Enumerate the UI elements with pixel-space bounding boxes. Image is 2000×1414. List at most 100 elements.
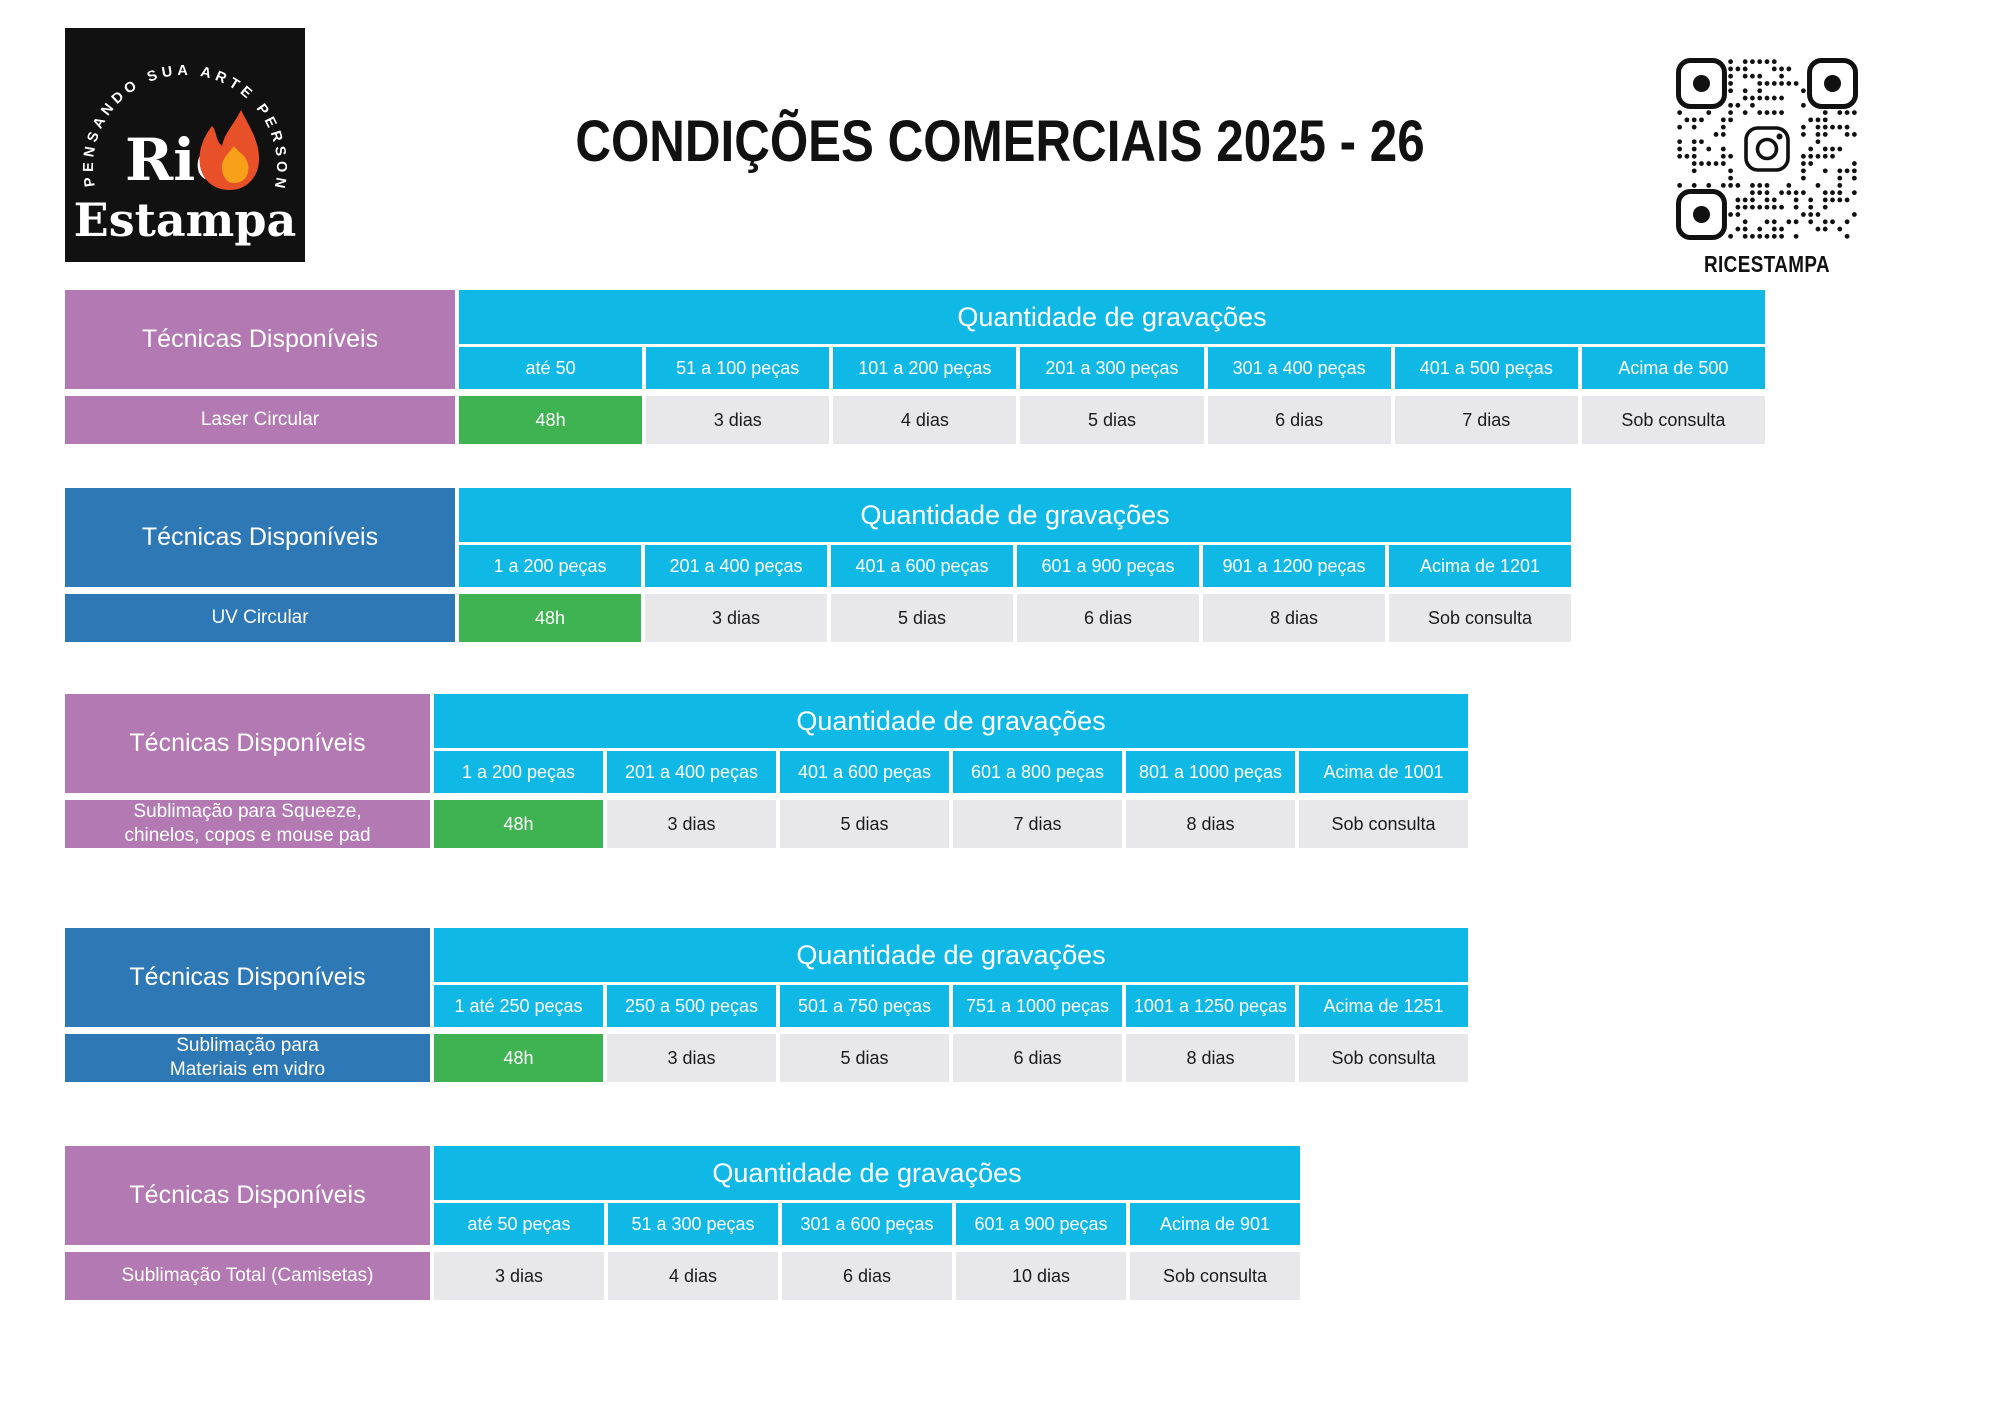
quantity-column-header: 201 a 300 peças <box>1020 347 1204 389</box>
technique-label: Sublimação Total (Camisetas) <box>121 1265 374 1287</box>
lead-time-cell: Sob consulta <box>1581 396 1765 444</box>
lead-time-cell: 48h <box>434 1034 603 1082</box>
table-left-header: Técnicas Disponíveis <box>65 1146 430 1245</box>
lead-time-cell: 10 dias <box>956 1252 1126 1300</box>
quantity-group-header: Quantidade de gravações <box>434 1146 1300 1200</box>
lead-time-cell: 48h <box>459 594 641 642</box>
quantity-column-header: Acima de 901 <box>1130 1203 1300 1245</box>
quantity-column-header: 201 a 400 peças <box>645 545 827 587</box>
quantity-column-header: até 50 peças <box>434 1203 604 1245</box>
pricing-table: Técnicas Disponíveis Quantidade de grava… <box>65 928 1468 1082</box>
quantity-column-header: 51 a 100 peças <box>646 347 830 389</box>
lead-time-cell: Sob consulta <box>1299 1034 1468 1082</box>
pricing-table: Técnicas Disponíveis Quantidade de grava… <box>65 290 1765 444</box>
technique-cell: Sublimação para Squeeze, chinelos, copos … <box>65 800 430 848</box>
quantity-column-header: 51 a 300 peças <box>608 1203 778 1245</box>
lead-time-cell: 6 dias <box>1207 396 1391 444</box>
technique-label: UV Circular <box>211 607 309 629</box>
lead-time-cell: 8 dias <box>1203 594 1385 642</box>
pricing-table: Técnicas Disponíveis Quantidade de grava… <box>65 488 1571 642</box>
quantity-column-header: Acima de 500 <box>1581 347 1765 389</box>
technique-cell: Sublimação Total (Camisetas) <box>65 1252 430 1300</box>
quantity-column-header: 1 a 200 peças <box>459 545 641 587</box>
table-left-header: Técnicas Disponíveis <box>65 488 455 587</box>
lead-time-cell: Sob consulta <box>1389 594 1571 642</box>
tables-area: Técnicas Disponíveis Quantidade de grava… <box>65 290 2000 1300</box>
table-left-header: Técnicas Disponíveis <box>65 928 430 1027</box>
lead-time-cell: 3 dias <box>646 396 830 444</box>
lead-time-cell: 5 dias <box>1020 396 1204 444</box>
quantity-column-header: Acima de 1251 <box>1299 985 1468 1027</box>
quantity-group-header: Quantidade de gravações <box>434 694 1468 748</box>
lead-time-cell: 48h <box>459 396 643 444</box>
quantity-column-header: 601 a 900 peças <box>956 1203 1126 1245</box>
quantity-column-header: 1 a 200 peças <box>434 751 603 793</box>
lead-time-cell: Sob consulta <box>1130 1252 1300 1300</box>
brand-logo: PENSANDO SUA ARTE PERSONALIZADA Ric Esta… <box>58 16 305 262</box>
lead-time-cell: 48h <box>434 800 603 848</box>
quantity-group-header: Quantidade de gravações <box>459 488 1571 542</box>
lead-time-cell: 5 dias <box>831 594 1013 642</box>
quantity-column-header: 101 a 200 peças <box>833 347 1017 389</box>
page-header: PENSANDO SUA ARTE PERSONALIZADA Ric Esta… <box>0 0 2000 290</box>
group-header-label: Quantidade de gravações <box>860 499 1170 530</box>
lead-time-cell: 3 dias <box>434 1252 604 1300</box>
quantity-column-header: 301 a 600 peças <box>782 1203 952 1245</box>
qr-block: RICESTAMPA <box>1672 58 1862 278</box>
group-header-label: Quantidade de gravações <box>796 939 1106 970</box>
technique-cell: Sublimação para Materiais em vidro <box>65 1034 430 1082</box>
quantity-column-header: 401 a 600 peças <box>831 545 1013 587</box>
lead-time-cell: 4 dias <box>833 396 1017 444</box>
lead-time-cell: 6 dias <box>953 1034 1122 1082</box>
lead-time-cell: Sob consulta <box>1299 800 1468 848</box>
quantity-column-header: 901 a 1200 peças <box>1203 545 1385 587</box>
left-header-label: Técnicas Disponíveis <box>129 1181 366 1209</box>
left-header-label: Técnicas Disponíveis <box>129 729 366 757</box>
left-header-label: Técnicas Disponíveis <box>141 523 379 551</box>
left-header-label: Técnicas Disponíveis <box>129 963 366 991</box>
table-left-header: Técnicas Disponíveis <box>65 694 430 793</box>
lead-time-cell: 8 dias <box>1126 800 1295 848</box>
group-header-label: Quantidade de gravações <box>957 301 1267 332</box>
logo-graphic: PENSANDO SUA ARTE PERSONALIZADA Ric Esta… <box>58 16 297 247</box>
quantity-column-header: Acima de 1201 <box>1389 545 1571 587</box>
instagram-icon <box>1744 126 1790 172</box>
quantity-column-header: 301 a 400 peças <box>1207 347 1391 389</box>
pricing-table: Técnicas Disponíveis Quantidade de grava… <box>65 1146 1300 1300</box>
technique-label: Sublimação para Squeeze, chinelos, copos … <box>124 801 371 846</box>
lead-time-cell: 5 dias <box>780 1034 949 1082</box>
lead-time-cell: 4 dias <box>608 1252 778 1300</box>
page-title: CONDIÇÕES COMERCIAIS 2025 - 26 <box>575 109 1425 174</box>
quantity-column-header: 1001 a 1250 peças <box>1126 985 1295 1027</box>
quantity-column-header: 501 a 750 peças <box>780 985 949 1027</box>
quantity-column-header: 250 a 500 peças <box>607 985 776 1027</box>
technique-cell: UV Circular <box>65 594 455 642</box>
group-header-label: Quantidade de gravações <box>796 705 1106 736</box>
quantity-column-header: Acima de 1001 <box>1299 751 1468 793</box>
logo-wordmark-bottom: Estampa <box>74 193 297 247</box>
lead-time-cell: 3 dias <box>607 1034 776 1082</box>
technique-label: Laser Circular <box>200 409 320 431</box>
quantity-column-header: 801 a 1000 peças <box>1126 751 1295 793</box>
quantity-column-header: 601 a 900 peças <box>1017 545 1199 587</box>
quantity-column-header: 751 a 1000 peças <box>953 985 1122 1027</box>
quantity-group-header: Quantidade de gravações <box>434 928 1468 982</box>
quantity-column-header: 1 até 250 peças <box>434 985 603 1027</box>
left-header-label: Técnicas Disponíveis <box>141 325 379 353</box>
lead-time-cell: 6 dias <box>1017 594 1199 642</box>
quantity-column-header: 601 a 800 peças <box>953 751 1122 793</box>
instagram-qr-code <box>1676 58 1858 240</box>
lead-time-cell: 8 dias <box>1126 1034 1295 1082</box>
table-left-header: Técnicas Disponíveis <box>65 290 455 389</box>
lead-time-cell: 3 dias <box>607 800 776 848</box>
lead-time-cell: 7 dias <box>953 800 1122 848</box>
quantity-column-header: 401 a 500 peças <box>1394 347 1578 389</box>
quantity-column-header: 401 a 600 peças <box>780 751 949 793</box>
qr-label: RICESTAMPA <box>1704 251 1830 277</box>
technique-label: Sublimação para Materiais em vidro <box>169 1035 326 1080</box>
quantity-group-header: Quantidade de gravações <box>459 290 1765 344</box>
lead-time-cell: 3 dias <box>645 594 827 642</box>
lead-time-cell: 6 dias <box>782 1252 952 1300</box>
lead-time-cell: 7 dias <box>1394 396 1578 444</box>
quantity-column-header: até 50 <box>459 347 643 389</box>
